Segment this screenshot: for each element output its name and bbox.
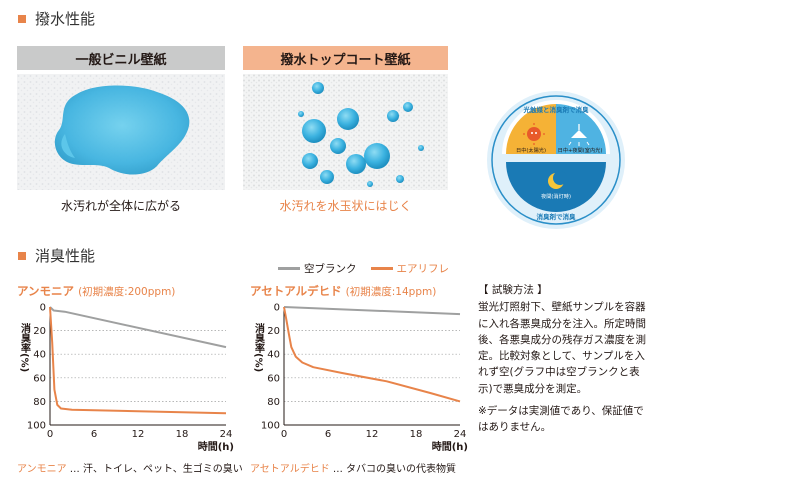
legend-line-product <box>370 267 393 270</box>
footnote-acetaldehyde: アセトアルデヒド … タバコの臭いの代表物質 <box>250 460 456 475</box>
series-line <box>49 306 227 415</box>
legend-label-product: エアリフレ <box>396 263 450 275</box>
chart-title-text: アンモニア <box>17 284 75 298</box>
sun-icon <box>523 123 545 145</box>
x-tick-label: 18 <box>176 429 189 440</box>
y-tick-label: 100 <box>261 421 280 432</box>
photocatalyst-badge: 光触媒と消臭剤で消臭 日中(太陽光) 日中+夜間(室内光) 夜間(消灯時) 消臭… <box>487 91 625 229</box>
series-line <box>49 306 227 349</box>
footnote-text: … 汗、トイレ、ペット、生ゴミの臭い <box>66 464 243 475</box>
section-title-water-repellent: 撥水性能 <box>18 8 95 29</box>
section-title-text: 撥水性能 <box>35 10 96 28</box>
footnote-ammonia: アンモニア … 汗、トイレ、ペット、生ゴミの臭い <box>17 460 243 475</box>
photo-water-spread <box>17 74 225 190</box>
section-title-deodorize: 消臭性能 <box>18 245 95 266</box>
y-tick-label: 80 <box>33 397 46 408</box>
x-tick-label: 12 <box>132 429 145 440</box>
x-tick-label: 18 <box>410 429 423 440</box>
title-square-icon <box>18 251 26 260</box>
badge-night-label: 夜間(消灯時) <box>541 192 571 200</box>
moon-icon <box>548 171 567 189</box>
chart-title-ammonia: アンモニア (初期濃度:200ppm) <box>17 283 175 299</box>
x-tick-label: 24 <box>454 429 467 440</box>
caption-topcoat: 水汚れを水玉状にはじく <box>279 199 412 213</box>
test-method-box: 【 試験方法 】 蛍光灯照射下、壁紙サンプルを容器に入れ各悪臭成分を注入。所定時… <box>478 282 648 436</box>
x-tick-label: 0 <box>47 429 53 440</box>
y-tick-label: 20 <box>33 326 46 337</box>
x-tick-label: 6 <box>91 429 97 440</box>
y-tick-label: 20 <box>267 326 280 337</box>
panel-title-topcoat: 撥水トップコート壁紙 <box>243 46 448 70</box>
legend-line-blank <box>278 267 300 270</box>
chart-title-acetaldehyde: アセトアルデヒド (初期濃度:14ppm) <box>250 283 436 299</box>
chart-subtitle: (初期濃度:200ppm) <box>78 286 176 298</box>
x-tick-label: 12 <box>366 429 379 440</box>
series-line <box>283 306 461 403</box>
badge-day-light-label: 日中+夜間(室内光) <box>558 146 603 154</box>
y-tick-label: 40 <box>33 350 46 361</box>
caption-vinyl: 水汚れが全体に広がる <box>60 199 181 213</box>
test-method-body: 蛍光灯照射下、壁紙サンプルを容器に入れ各悪臭成分を注入。所定時間後、各悪臭成分の… <box>478 301 646 395</box>
panel-title-vinyl: 一般ビニル壁紙 <box>17 46 225 70</box>
x-axis-label: 時間(h) <box>432 440 468 453</box>
section-title-text: 消臭性能 <box>35 247 96 265</box>
y-tick-label: 60 <box>33 373 46 384</box>
badge-bottom-label: 消臭剤で消臭 <box>537 212 577 221</box>
y-tick-label: 0 <box>40 303 46 314</box>
footnote-text: … タバコの臭いの代表物質 <box>329 464 457 475</box>
y-axis-label: 消臭率(%) <box>253 322 265 372</box>
x-tick-label: 24 <box>220 429 233 440</box>
y-tick-label: 80 <box>267 397 280 408</box>
footnote-substance: アンモニア <box>17 464 67 475</box>
chart-subtitle: (初期濃度:14ppm) <box>345 286 437 298</box>
photo-water-beads <box>243 74 448 190</box>
footnote-substance: アセトアルデヒド <box>250 464 330 475</box>
lamp-icon <box>568 124 590 146</box>
test-method-heading: 【 試験方法 】 <box>478 284 548 296</box>
x-tick-label: 0 <box>281 429 287 440</box>
test-method-note: ※データは実測値であり、保証値ではありません。 <box>478 405 644 434</box>
y-tick-label: 100 <box>27 421 46 432</box>
chart-title-text: アセトアルデヒド <box>250 284 342 298</box>
y-axis-label: 消臭率(%) <box>19 322 31 372</box>
legend-label-blank: 空ブランク <box>304 263 357 275</box>
y-tick-label: 60 <box>267 373 280 384</box>
y-tick-label: 40 <box>267 350 280 361</box>
title-square-icon <box>18 14 26 23</box>
badge-top-label: 光触媒と消臭剤で消臭 <box>523 105 590 114</box>
x-axis-label: 時間(h) <box>198 440 234 453</box>
chart-legend: 空ブランク エアリフレ <box>278 261 449 276</box>
series-line <box>283 306 461 316</box>
y-tick-label: 0 <box>274 303 280 314</box>
x-tick-label: 6 <box>325 429 331 440</box>
badge-day-sun-label: 日中(太陽光) <box>516 146 546 154</box>
